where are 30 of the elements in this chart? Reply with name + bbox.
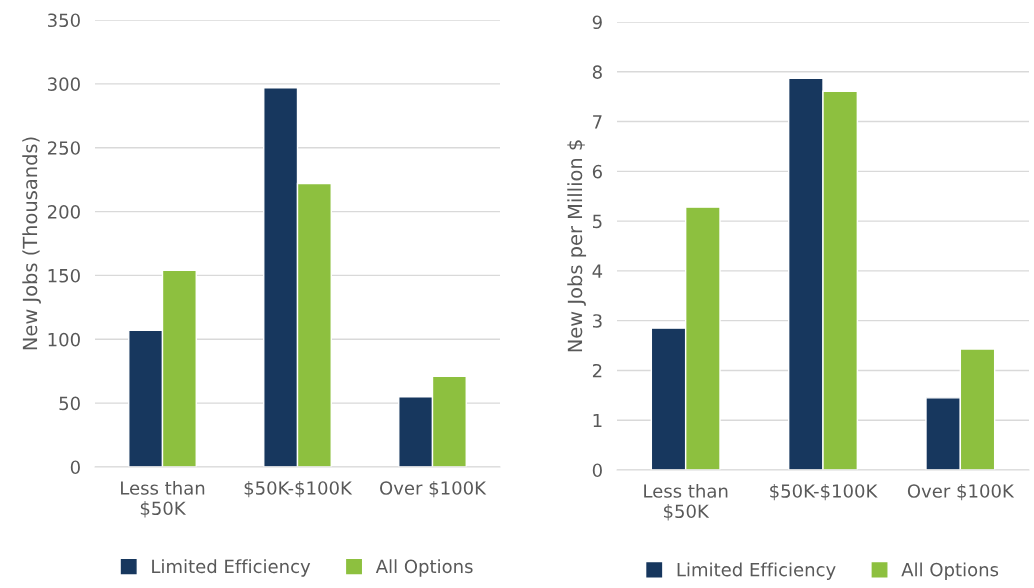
legend-label: Limited Efficiency bbox=[677, 562, 836, 580]
y-tick-label: 3 bbox=[593, 314, 602, 328]
x-tick-label: Over $100K bbox=[907, 483, 1015, 501]
y-tick-label: 350 bbox=[48, 13, 80, 28]
legend-label: All Options bbox=[375, 559, 473, 577]
y-tick-label: 200 bbox=[47, 205, 80, 219]
y-tick-label: 50 bbox=[59, 396, 80, 411]
x-tick-label: Less than $50K bbox=[121, 480, 205, 518]
y-axis-title: New Jobs (Thousands) bbox=[22, 137, 41, 350]
y-tick-label: 5 bbox=[593, 214, 602, 229]
y-tick-label: 2 bbox=[592, 363, 602, 378]
y-axis-title: New Jobs per Million $ bbox=[567, 140, 587, 352]
legend-label: All Options bbox=[901, 562, 999, 580]
x-tick-label: Less than $50K bbox=[644, 483, 728, 521]
y-tick-label: 250 bbox=[47, 141, 80, 155]
y-tick-label: 1 bbox=[593, 413, 602, 428]
y-tick-label: 150 bbox=[48, 268, 80, 283]
y-tick-label: 8 bbox=[592, 65, 602, 79]
y-tick-label: 100 bbox=[48, 332, 80, 347]
y-tick-label: 0 bbox=[592, 463, 602, 478]
x-tick-label: $50K-$100K bbox=[770, 483, 878, 501]
y-tick-label: 6 bbox=[592, 164, 602, 179]
x-tick-label: Over $100K bbox=[380, 480, 487, 498]
y-tick-label: 300 bbox=[48, 77, 80, 91]
y-tick-label: 7 bbox=[593, 115, 602, 129]
y-tick-label: 9 bbox=[592, 15, 602, 30]
x-tick-label: $50K-$100K bbox=[244, 480, 353, 498]
y-tick-label: 4 bbox=[592, 264, 603, 278]
y-tick-label: 0 bbox=[70, 460, 80, 475]
legend-label: Limited Efficiency bbox=[152, 559, 311, 577]
